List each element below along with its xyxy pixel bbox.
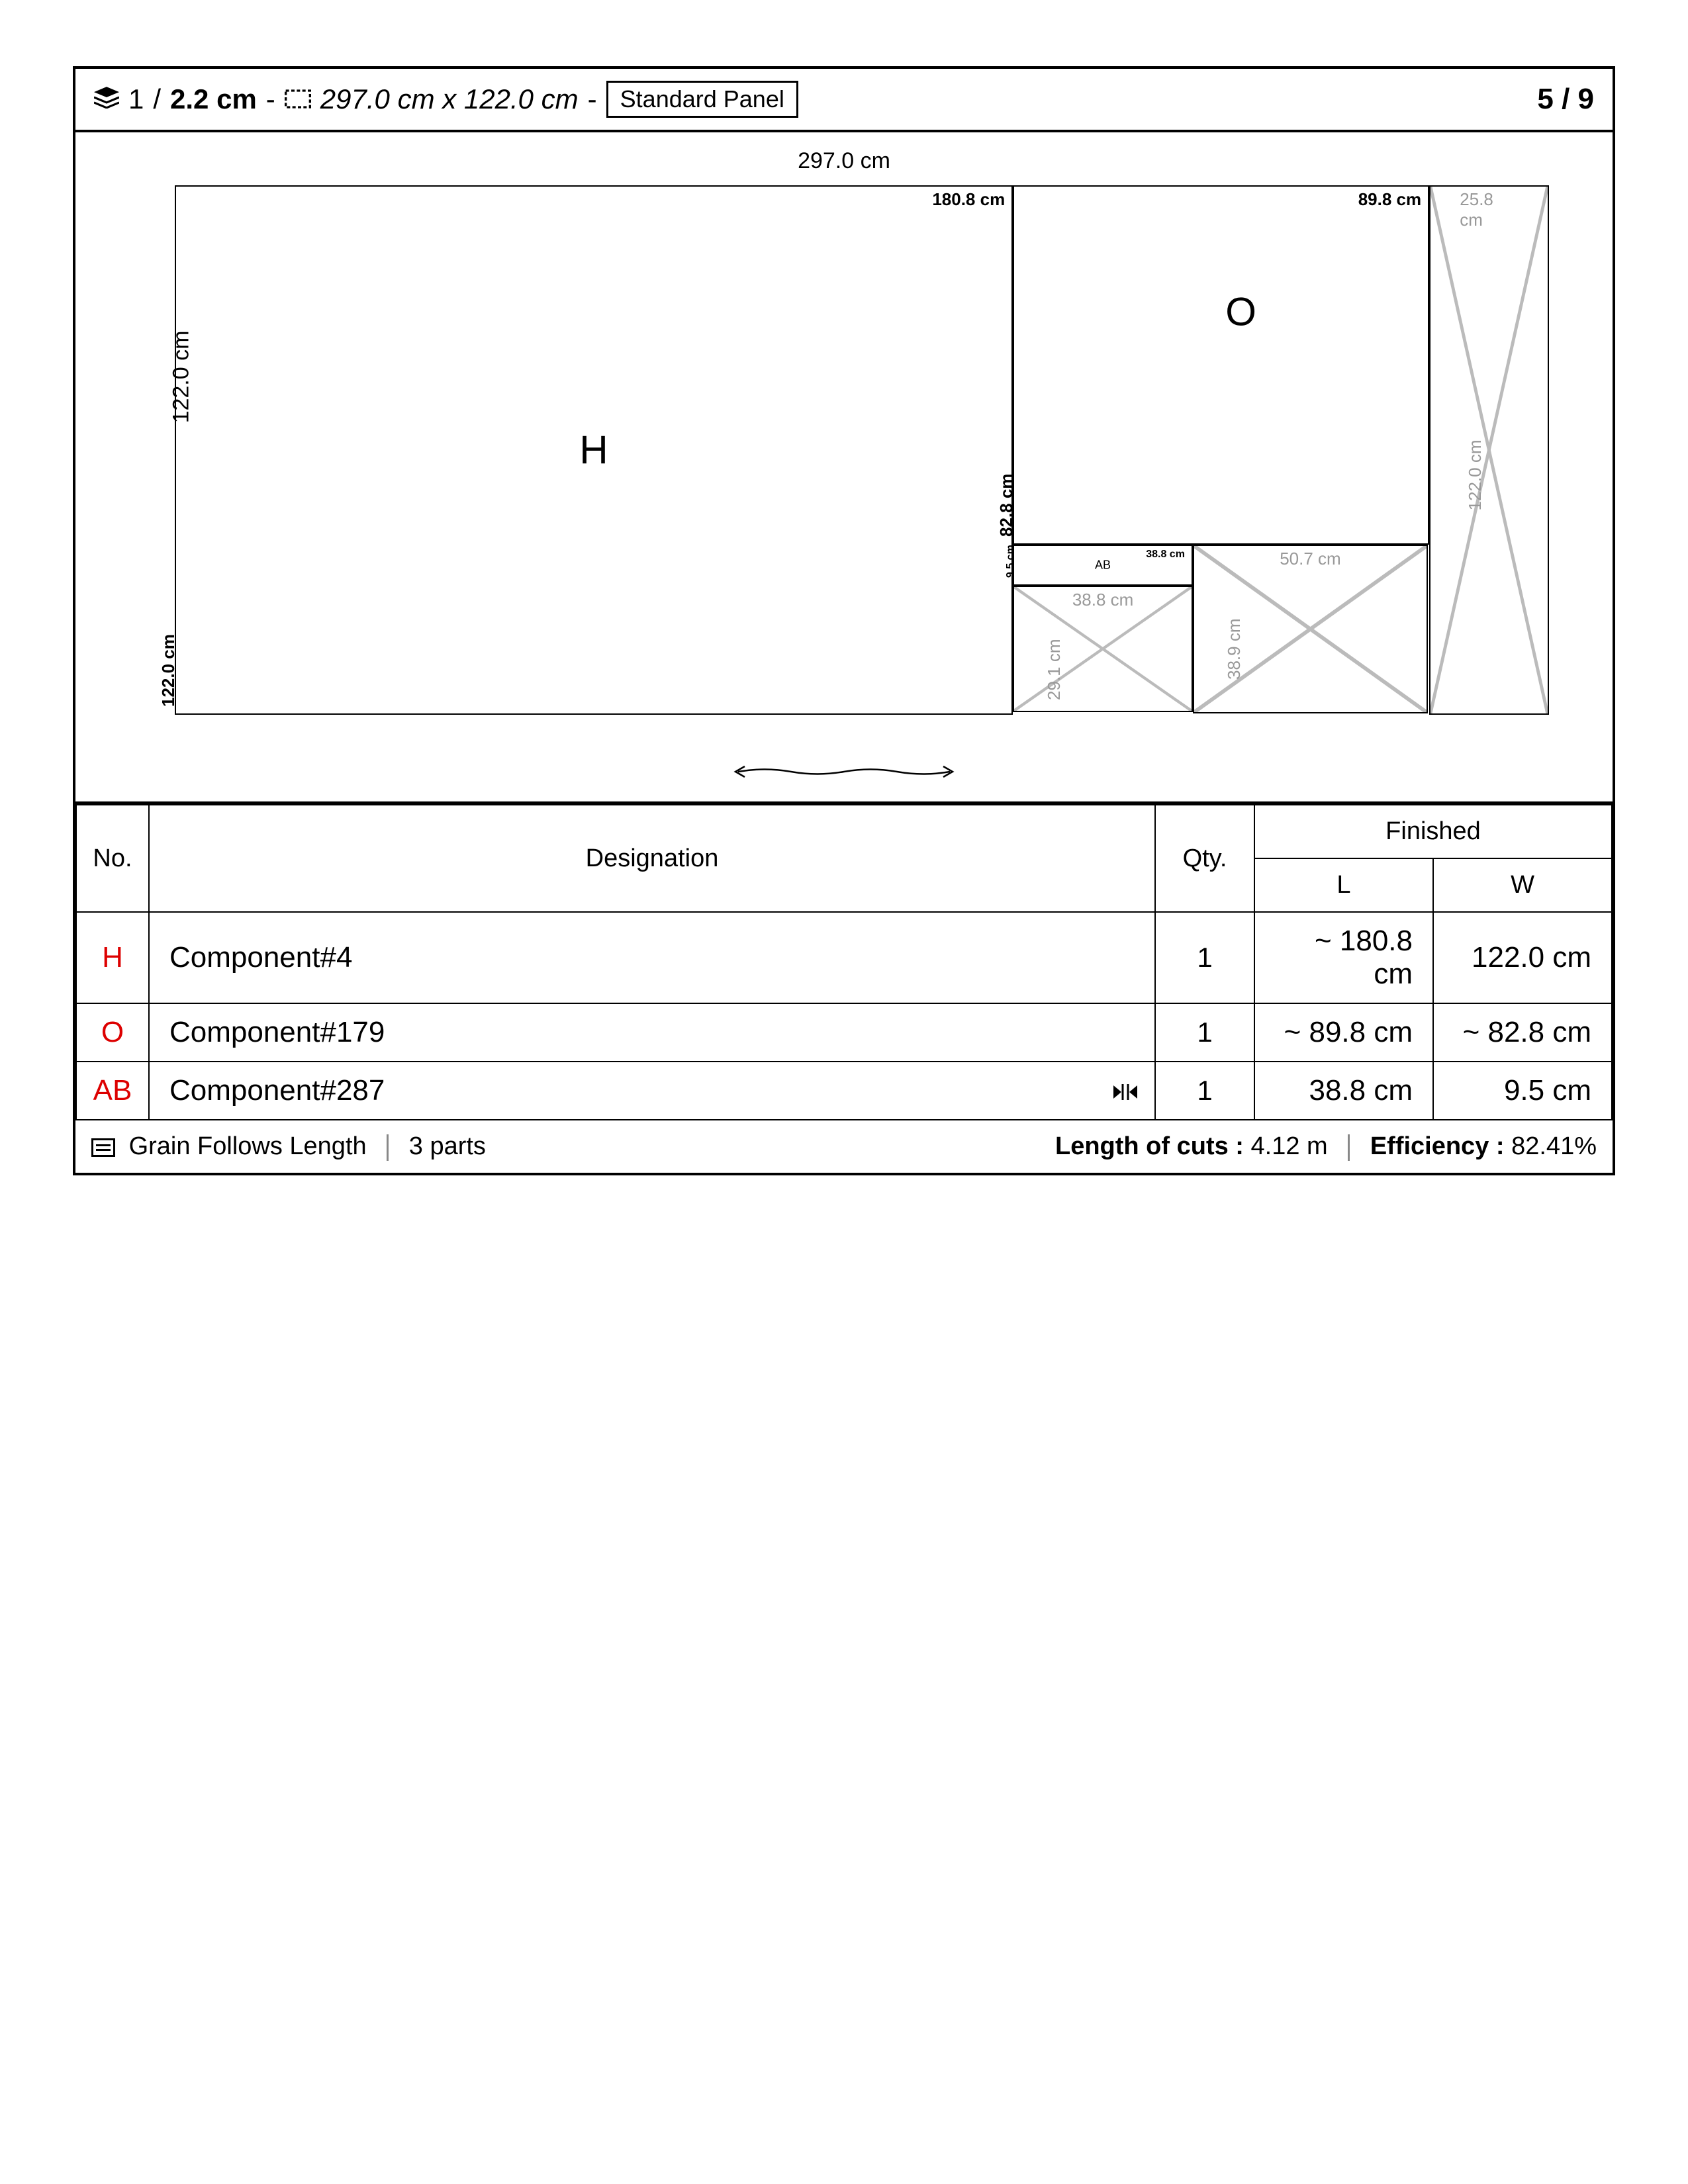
table-row: ABComponent#287138.8 cm9.5 cm bbox=[76, 1062, 1612, 1120]
row-no: AB bbox=[76, 1062, 149, 1120]
panel-thickness: 2.2 cm bbox=[170, 83, 257, 115]
row-length: ~ 180.8 cm bbox=[1254, 912, 1433, 1003]
piece-height-label: 9.5 cm bbox=[1005, 545, 1017, 578]
table-body: HComponent#41~ 180.8 cm122.0 cmOComponen… bbox=[76, 912, 1612, 1120]
piece-width-label: 38.8 cm bbox=[1146, 549, 1185, 561]
row-qty: 1 bbox=[1155, 912, 1254, 1003]
page-counter: 5 / 9 bbox=[1537, 83, 1594, 116]
cuts-label: Length of cuts : bbox=[1055, 1132, 1244, 1160]
footer-sep-2 bbox=[1348, 1134, 1350, 1161]
parts-count: 3 parts bbox=[409, 1132, 486, 1160]
row-designation: Component#4 bbox=[149, 912, 1155, 1003]
piece-height-label: 38.9 cm bbox=[1224, 619, 1244, 680]
footer-sep-1 bbox=[387, 1134, 389, 1161]
panel-dimensions: 297.0 cm x 122.0 cm bbox=[320, 83, 579, 115]
col-l: L bbox=[1254, 858, 1433, 912]
grain-text: Grain Follows Length bbox=[129, 1132, 367, 1160]
row-designation: Component#287 bbox=[149, 1062, 1155, 1120]
panel-type-tag: Standard Panel bbox=[606, 81, 798, 118]
row-width: 9.5 cm bbox=[1433, 1062, 1612, 1120]
piece-width-label: 89.8 cm bbox=[1358, 189, 1421, 210]
col-w: W bbox=[1433, 858, 1612, 912]
part-piece-H: 180.8 cm122.0 cmH bbox=[175, 185, 1013, 715]
header-bar: 1 / 2.2 cm - 297.0 cm x 122.0 cm - Stand… bbox=[75, 69, 1613, 132]
header-left: 1 / 2.2 cm - 297.0 cm x 122.0 cm - Stand… bbox=[94, 81, 798, 118]
eff-value: 82.41% bbox=[1511, 1132, 1597, 1160]
col-finished: Finished bbox=[1254, 805, 1612, 858]
cut-sheet-frame: 1 / 2.2 cm - 297.0 cm x 122.0 cm - Stand… bbox=[73, 66, 1615, 1175]
grain-direction-arrow bbox=[731, 762, 957, 782]
separator-dash-2: - bbox=[588, 83, 597, 115]
separator-dash: - bbox=[266, 83, 275, 115]
grain-icon bbox=[91, 1138, 115, 1157]
row-qty: 1 bbox=[1155, 1062, 1254, 1120]
parts-table: No. Designation Qty. Finished L W HCompo… bbox=[75, 804, 1613, 1120]
row-length: 38.8 cm bbox=[1254, 1062, 1433, 1120]
waste-piece: 25.8 cm 122.0 cm bbox=[1429, 185, 1549, 715]
piece-height-label: 29.1 cm bbox=[1044, 639, 1064, 700]
row-no: H bbox=[76, 912, 149, 1003]
piece-width-label: 25.8 cm bbox=[1460, 189, 1518, 230]
eff-label: Efficiency : bbox=[1370, 1132, 1505, 1160]
piece-width-label: 50.7 cm bbox=[1280, 549, 1341, 569]
table-header: No. Designation Qty. Finished L W bbox=[76, 805, 1612, 912]
piece-letter: O bbox=[1225, 289, 1256, 335]
rotatable-icon bbox=[1112, 1074, 1139, 1107]
page-total: 9 bbox=[1578, 83, 1594, 115]
sheet-width-label: 297.0 cm bbox=[75, 148, 1613, 174]
waste-piece: 38.8 cm 29.1 cm bbox=[1013, 586, 1193, 712]
piece-height-label: 82.8 cm bbox=[996, 474, 1017, 537]
piece-width-label: 180.8 cm bbox=[932, 189, 1005, 210]
piece-letter: H bbox=[579, 428, 608, 473]
row-designation: Component#179 bbox=[149, 1003, 1155, 1062]
cuts-value: 4.12 m bbox=[1251, 1132, 1328, 1160]
footer-left: Grain Follows Length 3 parts bbox=[91, 1132, 486, 1161]
page-sep: / bbox=[1562, 83, 1577, 115]
footer-bar: Grain Follows Length 3 parts Length of c… bbox=[75, 1120, 1613, 1173]
table-row: HComponent#41~ 180.8 cm122.0 cm bbox=[76, 912, 1612, 1003]
footer-right: Length of cuts : 4.12 m Efficiency : 82.… bbox=[1055, 1132, 1597, 1161]
row-no: O bbox=[76, 1003, 149, 1062]
part-piece-O: 89.8 cm82.8 cmO bbox=[1013, 185, 1429, 545]
stack-count: 1 bbox=[128, 83, 144, 115]
col-designation: Designation bbox=[149, 805, 1155, 912]
table-row: OComponent#1791~ 89.8 cm~ 82.8 cm bbox=[76, 1003, 1612, 1062]
stack-icon bbox=[94, 83, 119, 115]
piece-width-label: 38.8 cm bbox=[1072, 590, 1134, 610]
row-length: ~ 89.8 cm bbox=[1254, 1003, 1433, 1062]
dimensions-icon bbox=[285, 83, 311, 115]
piece-height-label: 122.0 cm bbox=[1465, 440, 1485, 511]
cutting-diagram: 297.0 cm 122.0 cm 180.8 cm122.0 cmH89.8 … bbox=[75, 132, 1613, 804]
col-qty: Qty. bbox=[1155, 805, 1254, 912]
col-no: No. bbox=[76, 805, 149, 912]
piece-letter: AB bbox=[1095, 559, 1111, 572]
part-piece-AB: 38.8 cm9.5 cmAB bbox=[1013, 545, 1193, 586]
waste-piece: 50.7 cm 38.9 cm bbox=[1193, 545, 1428, 713]
separator: / bbox=[153, 83, 161, 115]
row-width: ~ 82.8 cm bbox=[1433, 1003, 1612, 1062]
piece-height-label: 122.0 cm bbox=[158, 634, 179, 707]
sheet-area: 180.8 cm122.0 cmH89.8 cm82.8 cmO38.8 cm9… bbox=[175, 185, 1552, 715]
row-qty: 1 bbox=[1155, 1003, 1254, 1062]
page-current: 5 bbox=[1537, 83, 1553, 115]
row-width: 122.0 cm bbox=[1433, 912, 1612, 1003]
